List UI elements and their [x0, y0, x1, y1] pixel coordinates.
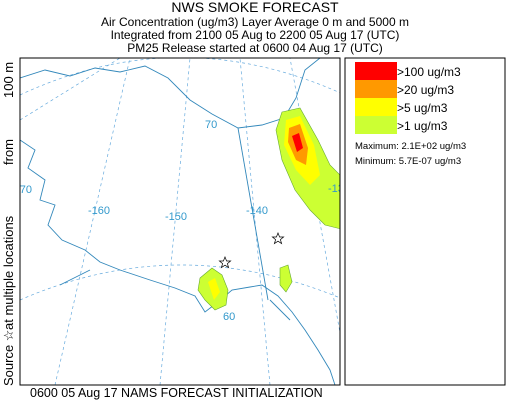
legend-label: >1 ug/m3 [397, 119, 448, 133]
legend-swatch [355, 62, 397, 80]
legend-label: >20 ug/m3 [397, 83, 454, 97]
legend-label: >5 ug/m3 [397, 101, 448, 115]
map-label: 70 [205, 119, 217, 131]
map-label: -150 [165, 211, 187, 223]
legend-swatch [355, 116, 397, 134]
map-label: -170 [10, 184, 32, 196]
legend-stat: Maximum: 2.1E+02 ug/m3 [355, 141, 466, 152]
legend-stat: Minimum: 5.7E-07 ug/m3 [355, 156, 461, 167]
side-label: Source ☆ [1, 330, 16, 386]
subtitle: Integrated from 2100 05 Aug to 2200 05 A… [111, 28, 400, 42]
side-label: at multiple locations [1, 215, 16, 330]
legend-swatch [355, 98, 397, 116]
side-label: 100 m [1, 62, 16, 98]
map: 70 -170 -160 -150 -140 -130 60 [10, 58, 350, 385]
footer: 0600 05 Aug 17 NAMS FORECAST INITIALIZAT… [30, 386, 323, 400]
side-label: from [1, 139, 16, 165]
title: NWS SMOKE FORECAST [171, 0, 339, 15]
legend-frame [344, 57, 506, 386]
subtitle: PM25 Release started at 0600 04 Aug 17 (… [127, 41, 382, 55]
map-label: -130 [328, 183, 350, 195]
map-label: -140 [246, 205, 268, 217]
map-label: -160 [88, 205, 110, 217]
subtitle: Air Concentration (ug/m3) Layer Average … [101, 15, 409, 29]
legend: >100 ug/m3 >20 ug/m3 >5 ug/m3 >1 ug/m3 Maxim… [355, 62, 466, 167]
map-label: 60 [223, 311, 235, 323]
legend-swatch [355, 80, 397, 98]
map-frame [19, 57, 341, 386]
legend-label: >100 ug/m3 [397, 65, 461, 79]
